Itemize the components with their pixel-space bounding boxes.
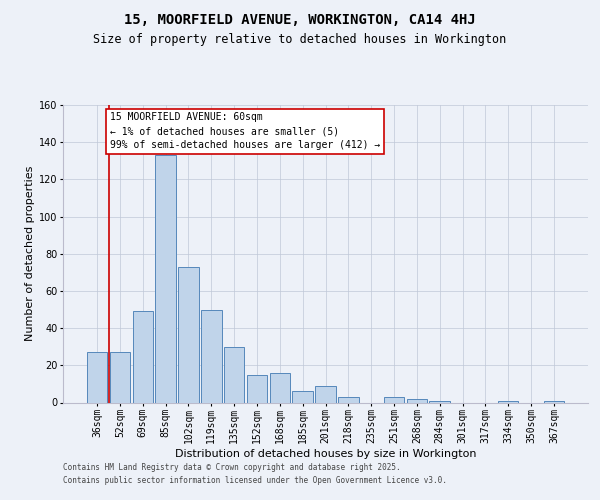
Text: Contains HM Land Registry data © Crown copyright and database right 2025.: Contains HM Land Registry data © Crown c… — [63, 464, 401, 472]
Bar — [201, 310, 221, 402]
Bar — [269, 373, 290, 402]
Text: 15 MOORFIELD AVENUE: 60sqm
← 1% of detached houses are smaller (5)
99% of semi-d: 15 MOORFIELD AVENUE: 60sqm ← 1% of detac… — [110, 112, 380, 150]
Bar — [292, 392, 313, 402]
Bar — [224, 346, 244, 403]
Bar — [384, 397, 404, 402]
Bar — [498, 400, 518, 402]
Text: Contains public sector information licensed under the Open Government Licence v3: Contains public sector information licen… — [63, 476, 447, 485]
Bar — [133, 312, 153, 402]
Bar — [407, 399, 427, 402]
Bar — [430, 400, 450, 402]
Text: Size of property relative to detached houses in Workington: Size of property relative to detached ho… — [94, 32, 506, 46]
Bar — [338, 397, 359, 402]
Bar — [155, 155, 176, 402]
Bar — [178, 267, 199, 402]
Bar — [87, 352, 107, 403]
Y-axis label: Number of detached properties: Number of detached properties — [25, 166, 35, 342]
X-axis label: Distribution of detached houses by size in Workington: Distribution of detached houses by size … — [175, 449, 476, 459]
Bar — [110, 352, 130, 403]
Bar — [247, 374, 267, 402]
Bar — [544, 400, 564, 402]
Text: 15, MOORFIELD AVENUE, WORKINGTON, CA14 4HJ: 15, MOORFIELD AVENUE, WORKINGTON, CA14 4… — [124, 12, 476, 26]
Bar — [315, 386, 336, 402]
